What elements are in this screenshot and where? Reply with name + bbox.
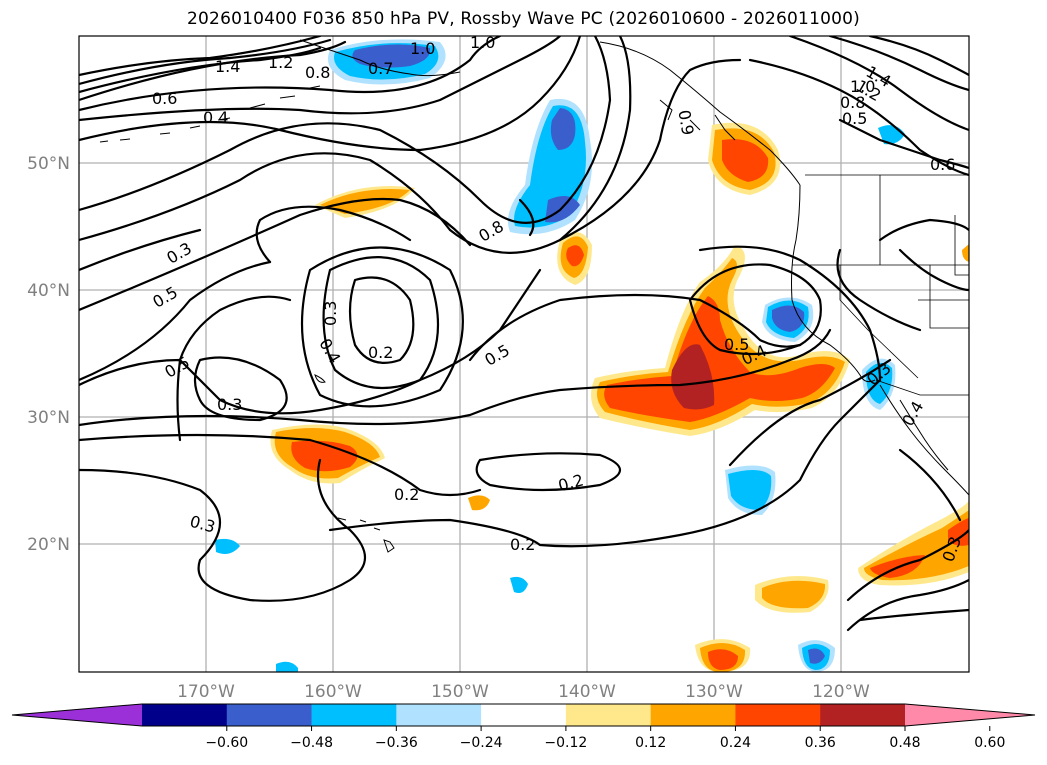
colorbar-band: [311, 704, 397, 726]
colorbar-band: [142, 704, 228, 726]
contour-label: 0.6: [152, 89, 177, 108]
colorbar: −0.60 −0.48 −0.36 −0.24 −0.12 0.12 0.24 0.36 0.4…: [11, 703, 1036, 751]
lat-label: 50°N: [27, 154, 70, 174]
map-title: 2026010400 F036 850 hPa PV, Rossby Wave …: [187, 9, 860, 29]
colorbar-extend-min: [12, 704, 142, 726]
lon-label: 160°W: [304, 682, 362, 702]
contour-label: 0.8: [305, 63, 330, 82]
political-borders: [792, 174, 969, 396]
contour-label: 0.3: [217, 395, 242, 414]
colorbar-band: [565, 704, 652, 726]
colorbar-tick-label: 0.60: [974, 735, 1005, 751]
lat-label: 30°N: [27, 408, 70, 428]
colorbar-tick-label: 0.12: [635, 735, 666, 751]
lon-label: 150°W: [431, 682, 489, 702]
lat-label: 20°N: [27, 535, 70, 555]
contour-label: 1.0: [470, 33, 495, 52]
contour-label: 0.3: [321, 301, 340, 326]
colorbar-tick-label: 0.24: [720, 735, 751, 751]
contour-label: 1.2: [268, 53, 293, 72]
lon-label: 140°W: [558, 682, 616, 702]
contour-label: 0.9: [674, 108, 697, 136]
positive-anomaly-central: [591, 245, 850, 436]
colorbar-band: [396, 704, 482, 726]
colorbar-tick-label: 0.48: [889, 735, 920, 751]
contour-label: 0.7: [368, 59, 393, 78]
coastlines: [99, 39, 969, 553]
positive-anomaly-bc: [708, 122, 781, 195]
latitude-labels: 50°N 40°N 30°N 20°N: [27, 154, 70, 555]
contour-label: 0.5: [842, 109, 867, 128]
contour-label: 0.5: [724, 335, 749, 354]
colorbar-extend-max: [905, 704, 1035, 726]
pv-contours: [79, 36, 969, 632]
map-panel: 1.4 1.2 0.8 0.6 0.4 1.0 0.7 1.0 1.4 1.2 …: [79, 33, 969, 672]
colorbar-tick-label: −0.60: [205, 735, 248, 751]
colorbar-outline: [11, 703, 1036, 727]
contour-label: 0.2: [368, 343, 393, 362]
negative-anomaly-gulf: [507, 98, 593, 235]
colorbar-tick-label: −0.24: [460, 735, 503, 751]
lon-label: 130°W: [685, 682, 743, 702]
lon-label: 170°W: [177, 682, 235, 702]
contour-label: 1.4: [215, 57, 240, 76]
colorbar-band: [650, 704, 736, 726]
contour-label: 1.0: [410, 39, 435, 58]
map-frame: [78, 35, 970, 673]
colorbar-tick-label: −0.48: [290, 735, 333, 751]
contour-label: 0.8: [840, 93, 865, 112]
colorbar-band: [735, 704, 821, 726]
colorbar-tick-label: 0.36: [805, 735, 836, 751]
contour-label: 0.2: [394, 485, 419, 504]
contour-label: 0.2: [510, 535, 535, 554]
colorbar-band: [481, 704, 567, 726]
longitude-labels: 170°W 160°W 150°W 140°W 130°W 120°W: [177, 682, 870, 702]
colorbar-tick-label: −0.12: [544, 735, 587, 751]
negative-anomaly-cutoff: [762, 297, 814, 342]
colorbar-tick-label: −0.36: [375, 735, 418, 751]
lat-label: 40°N: [27, 281, 70, 301]
contour-label: 1.0: [850, 77, 875, 96]
colorbar-band: [226, 704, 313, 726]
lon-label: 120°W: [812, 682, 870, 702]
negative-anomaly-alaska: [327, 39, 446, 85]
contour-label: 0.4: [203, 108, 228, 127]
colorbar-band: [820, 704, 906, 726]
contour-label: 0.6: [930, 155, 955, 174]
